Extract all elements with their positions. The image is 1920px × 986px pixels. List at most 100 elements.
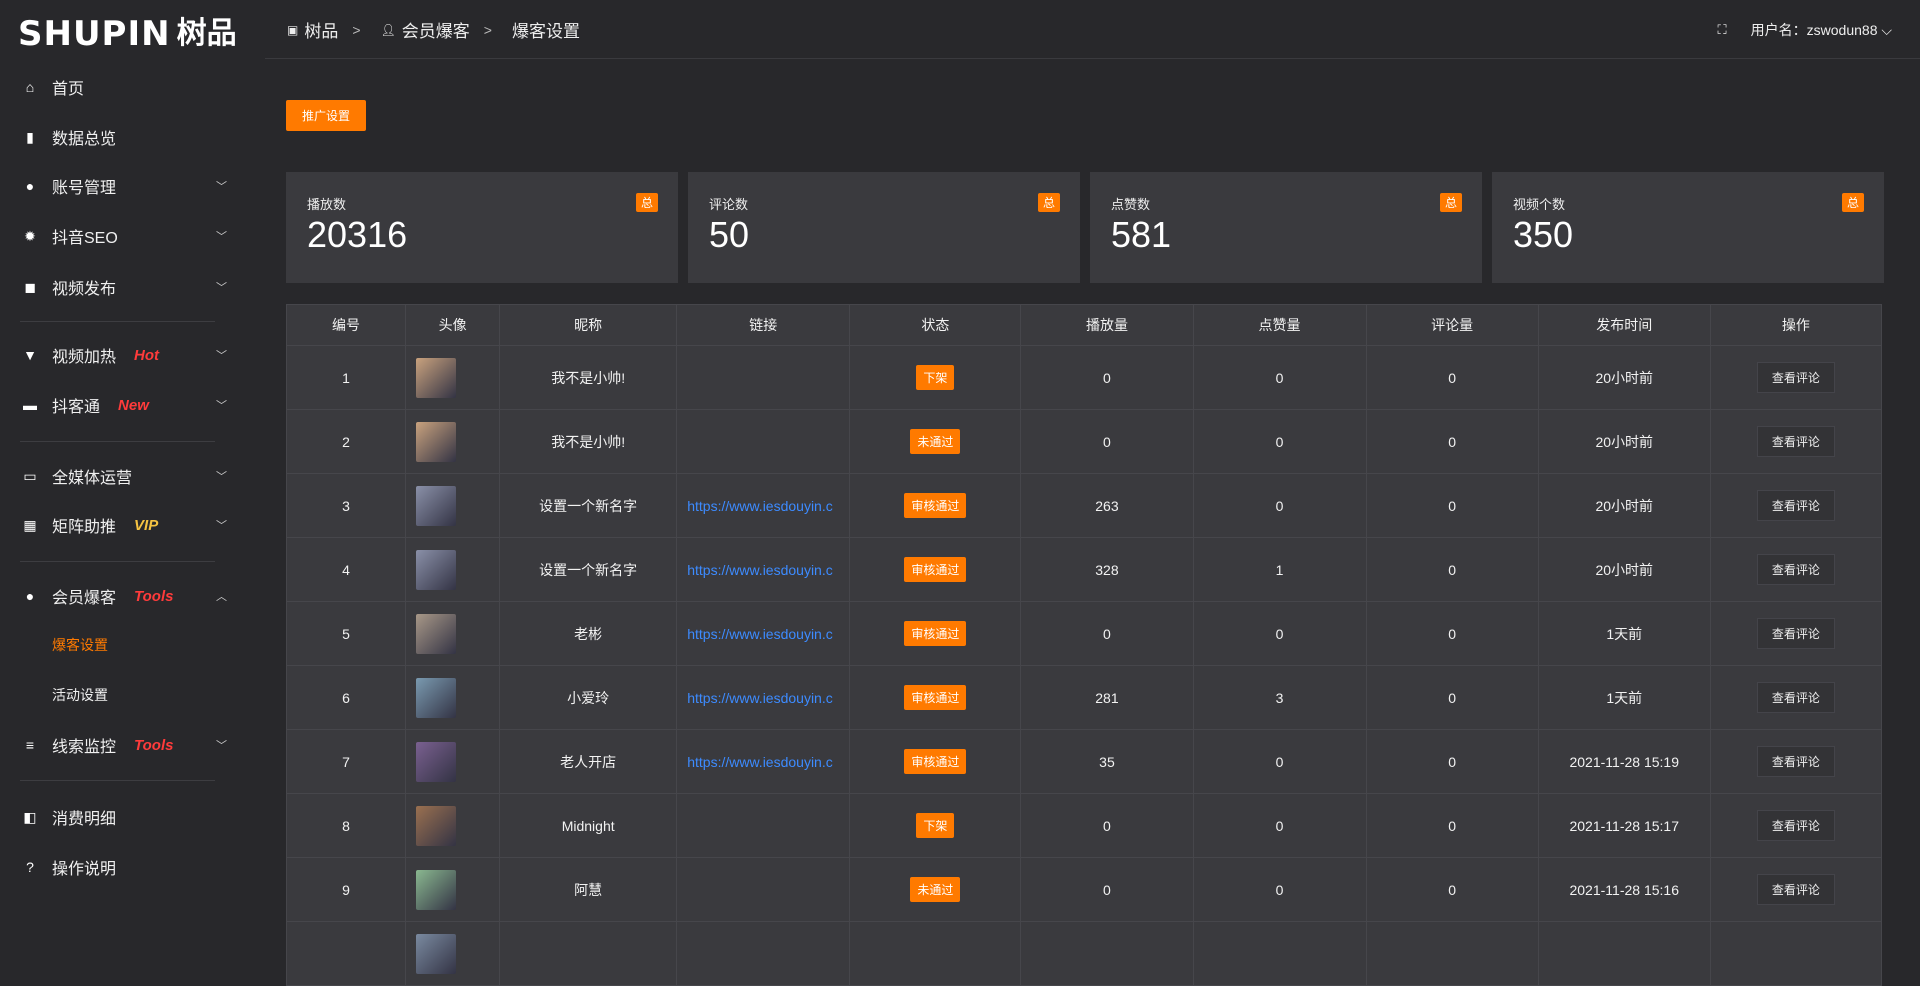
sidebar-item[interactable]: ◧ 消费明细 (22, 802, 227, 832)
nickname: 老人开店 (499, 729, 678, 794)
sidebar-item[interactable]: ≡ 线索监控 Tools ﹀ (22, 730, 227, 760)
stat-label: 播放数 (307, 197, 347, 212)
chevron-down-icon: ﹀ (216, 471, 227, 483)
image-icon: ▣ (287, 22, 299, 37)
view-comments-button[interactable]: 查看评论 (1756, 554, 1835, 585)
nickname: Midnight (499, 793, 678, 858)
status-badge: 下架 (916, 813, 955, 838)
promo-settings-button[interactable]: 推广设置 (286, 100, 366, 131)
comments: 0 (1365, 409, 1539, 474)
avatar (416, 933, 457, 974)
sidebar-item[interactable]: ● 账号管理 ﹀ (22, 171, 227, 201)
breadcrumb-section[interactable]: 会员爆客 (401, 22, 470, 41)
row-id: 4 (285, 537, 407, 602)
sidebar-item-tag: Tools (134, 736, 174, 754)
sidebar-item[interactable]: ▮ 数据总览 (22, 122, 227, 152)
total-badge: 总 (1439, 193, 1462, 212)
breadcrumb-current: 爆客设置 (511, 22, 580, 41)
avatar-cell (405, 601, 501, 666)
likes: 0 (1192, 793, 1367, 858)
sidebar: SHUPIN 树品 ⌂ 首页 ▮ 数据总览 ● 账号管理 ﹀ ✹ 抖音SEO ﹀ ◼ 视频发布 ﹀ ▼ 视频… (0, 0, 265, 936)
plays: 0 (1020, 857, 1194, 922)
avatar-cell (405, 537, 501, 602)
user-icon: ● (25, 178, 35, 194)
sidebar-item[interactable]: ✹ 抖音SEO ﹀ (22, 221, 227, 251)
gear-icon: ✹ (24, 227, 36, 244)
sidebar-item-label: 矩阵助推 (52, 519, 117, 536)
video-link[interactable]: https://www.iesdouyin.c (676, 537, 851, 602)
sidebar-item-label: 视频加热 (52, 349, 117, 366)
avatar (416, 869, 457, 910)
sidebar-item[interactable]: ▬ 抖客通 New ﹀ (22, 390, 227, 420)
status-cell: 下架 (849, 793, 1022, 858)
table-row (285, 921, 1883, 986)
status-cell: 审核通过 (849, 537, 1022, 602)
column-header: 播放量 (1020, 304, 1194, 346)
row-id (285, 921, 407, 986)
view-comments-button[interactable]: 查看评论 (1756, 426, 1835, 457)
view-comments-button[interactable]: 查看评论 (1756, 810, 1835, 841)
view-comments-button[interactable]: 查看评论 (1756, 490, 1835, 521)
view-comments-button[interactable]: 查看评论 (1756, 618, 1835, 649)
view-comments-button[interactable]: 查看评论 (1756, 362, 1835, 393)
chevron-down-icon: ﹀ (216, 520, 227, 532)
column-header: 头像 (405, 304, 501, 346)
video-link (676, 921, 851, 986)
user-menu[interactable]: 用户名：zswodun88 ⌵ (1751, 20, 1892, 40)
sidebar-item[interactable]: 爆客设置 (52, 630, 257, 660)
stat-value: 20316 (307, 214, 408, 255)
total-badge: 总 (635, 193, 658, 212)
avatar (416, 805, 457, 846)
table-row: 4 设置一个新名字 https://www.iesdouyin.c 审核通过 3… (285, 537, 1883, 602)
sidebar-item-label: 首页 (52, 81, 85, 98)
table-row: 3 设置一个新名字 https://www.iesdouyin.c 审核通过 2… (285, 473, 1883, 538)
stat-label: 视频个数 (1513, 197, 1566, 212)
publish-time: 2021-11-28 15:16 (1537, 857, 1711, 922)
chevron-down-icon: ﹀ (216, 181, 227, 193)
stat-card: 播放数 20316 总 (286, 172, 678, 283)
avatar-cell (405, 921, 501, 986)
view-comments-button[interactable]: 查看评论 (1756, 874, 1835, 905)
sidebar-item[interactable]: ▭ 全媒体运营 ﹀ (22, 461, 227, 491)
divider (20, 780, 215, 781)
breadcrumb-home[interactable]: 树品 (304, 22, 339, 41)
avatar-cell (405, 409, 501, 474)
stat-value: 50 (709, 214, 750, 255)
fullscreen-icon[interactable]: ⛶ (1717, 22, 1727, 37)
comments: 0 (1365, 473, 1539, 538)
view-comments-button[interactable]: 查看评论 (1756, 682, 1835, 713)
sidebar-item[interactable]: 活动设置 (52, 680, 257, 710)
action-cell: 查看评论 (1709, 793, 1883, 858)
plays: 263 (1020, 473, 1194, 538)
sidebar-item[interactable]: ⌂ 首页 (22, 72, 227, 102)
sidebar-item[interactable]: ▼ 视频加热 Hot ﹀ (22, 340, 227, 370)
nickname: 我不是小帅! (499, 345, 678, 410)
video-link[interactable]: https://www.iesdouyin.c (676, 601, 851, 666)
sidebar-item-label: 全媒体运营 (52, 470, 133, 487)
publish-time: 20小时前 (1537, 473, 1711, 538)
column-header: 链接 (676, 304, 851, 346)
sidebar-item-label: 活动设置 (52, 687, 108, 703)
sidebar-item[interactable]: ▦ 矩阵助推 VIP ﹀ (22, 510, 227, 540)
view-comments-button[interactable]: 查看评论 (1756, 746, 1835, 777)
comments: 0 (1365, 793, 1539, 858)
sidebar-item[interactable]: ● 会员爆客 Tools ︿ (22, 581, 227, 611)
avatar-cell (405, 473, 501, 538)
video-link[interactable]: https://www.iesdouyin.c (676, 665, 851, 730)
video-link (676, 857, 851, 922)
stat-label: 点赞数 (1111, 197, 1151, 212)
avatar (416, 613, 457, 654)
likes: 0 (1192, 601, 1367, 666)
status-cell: 未通过 (849, 409, 1022, 474)
home-icon: ⌂ (25, 79, 35, 95)
plays: 328 (1020, 537, 1194, 602)
video-link[interactable]: https://www.iesdouyin.c (676, 473, 851, 538)
avatar-cell (405, 345, 501, 410)
chevron-down-icon: ﹀ (216, 400, 227, 412)
video-link[interactable]: https://www.iesdouyin.c (676, 729, 851, 794)
chevron-down-icon: ﹀ (216, 740, 227, 752)
plays: 281 (1020, 665, 1194, 730)
sidebar-item[interactable]: ◼ 视频发布 ﹀ (22, 272, 227, 302)
plays: 0 (1020, 793, 1194, 858)
sidebar-item[interactable]: ? 操作说明 (22, 852, 227, 882)
